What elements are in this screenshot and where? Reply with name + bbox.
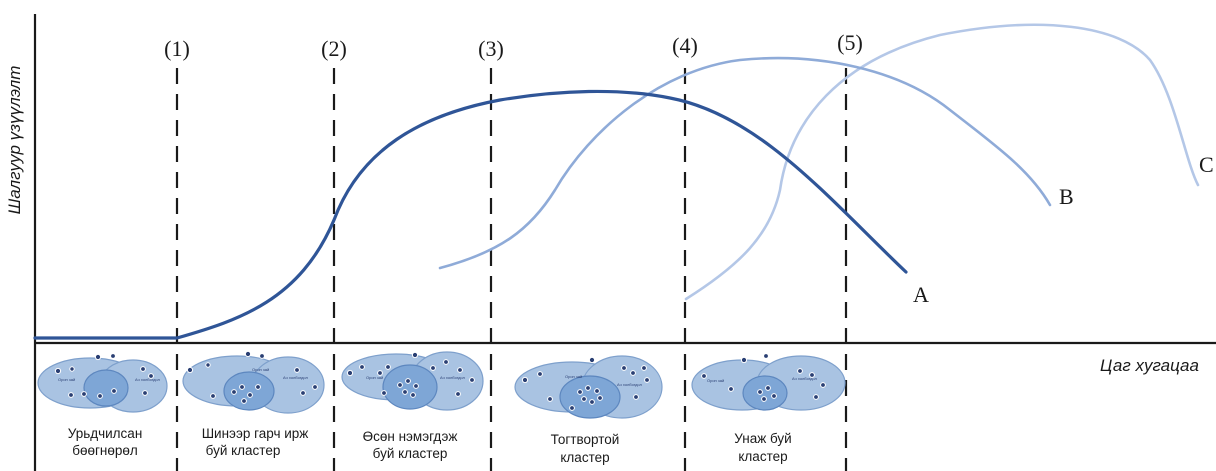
stage-5-caption-line2: кластер xyxy=(738,449,787,464)
stage-illustration-4: Орон зай Ач холбогдол xyxy=(514,355,663,419)
stage-marker-1: (1) xyxy=(164,36,190,61)
stage-1-significance-label: Ач холбогдол xyxy=(135,377,161,382)
stage-1-caption-line2: бөөгнөрөл xyxy=(72,443,138,458)
stage-caption-4: Тогтвортой кластер xyxy=(551,432,620,465)
stage-4-caption-line1: Тогтвортой xyxy=(551,432,620,447)
stage-2-significance-label: Ач холбогдол xyxy=(283,375,309,380)
stage-caption-5: Унаж буй кластер xyxy=(734,431,791,464)
curve-c xyxy=(684,23,1200,301)
stage-marker-4: (4) xyxy=(672,33,698,58)
stage-illustration-1: Орон зай Ач холбогдол xyxy=(37,353,168,413)
stage-3-caption-line1: Өсөн нэмэгдэж xyxy=(363,429,458,444)
curve-label-a: A xyxy=(913,282,929,307)
x-axis-label: Цаг хугацаа xyxy=(1100,356,1199,375)
curve-label-b: B xyxy=(1059,184,1074,209)
stage-illustration-2: Орон зай Ач холбогдол xyxy=(182,350,325,414)
curve-a xyxy=(33,89,908,340)
stage-illustration-5: Орон зай Ач холбогдол xyxy=(691,353,846,411)
stage-marker-2: (2) xyxy=(321,36,347,61)
stage-3-caption-line2: буй кластер xyxy=(373,446,448,461)
stage-5-significance-label: Ач холбогдол xyxy=(792,376,818,381)
stage-caption-2: Шинээр гарч ирж буй кластер xyxy=(202,426,309,458)
stage-2-space-label: Орон зай xyxy=(252,367,269,372)
stage-5-space-label: Орон зай xyxy=(707,378,724,383)
y-axis-label: Шалгуур үзүүлэлт xyxy=(5,66,24,215)
stage-2-caption-line1: Шинээр гарч ирж xyxy=(202,426,309,441)
stage-4-significance-label: Ач холбогдол xyxy=(617,382,643,387)
stage-marker-5: (5) xyxy=(837,30,863,55)
curve-label-c: C xyxy=(1199,152,1214,177)
stage-illustration-3: Орон зай Ач холбогдол xyxy=(341,351,484,411)
stage-marker-3: (3) xyxy=(478,36,504,61)
stage-3-significance-label: Ач холбогдол xyxy=(440,375,466,380)
stage-3-space-label: Орон зай xyxy=(366,375,383,380)
stage-4-space-label: Орон зай xyxy=(565,374,582,379)
stage-4-caption-line2: кластер xyxy=(560,450,609,465)
curve-b xyxy=(438,56,1052,270)
stage-1-caption-line1: Урьдчилсан xyxy=(68,426,143,441)
stage-1-space-label: Орон зай xyxy=(58,377,75,382)
stage-2-caption-line2: буй кластер xyxy=(206,443,281,458)
stage-caption-1: Урьдчилсан бөөгнөрөл xyxy=(68,426,143,458)
stage-5-caption-line1: Унаж буй xyxy=(734,431,791,446)
stage-caption-3: Өсөн нэмэгдэж буй кластер xyxy=(363,429,458,461)
